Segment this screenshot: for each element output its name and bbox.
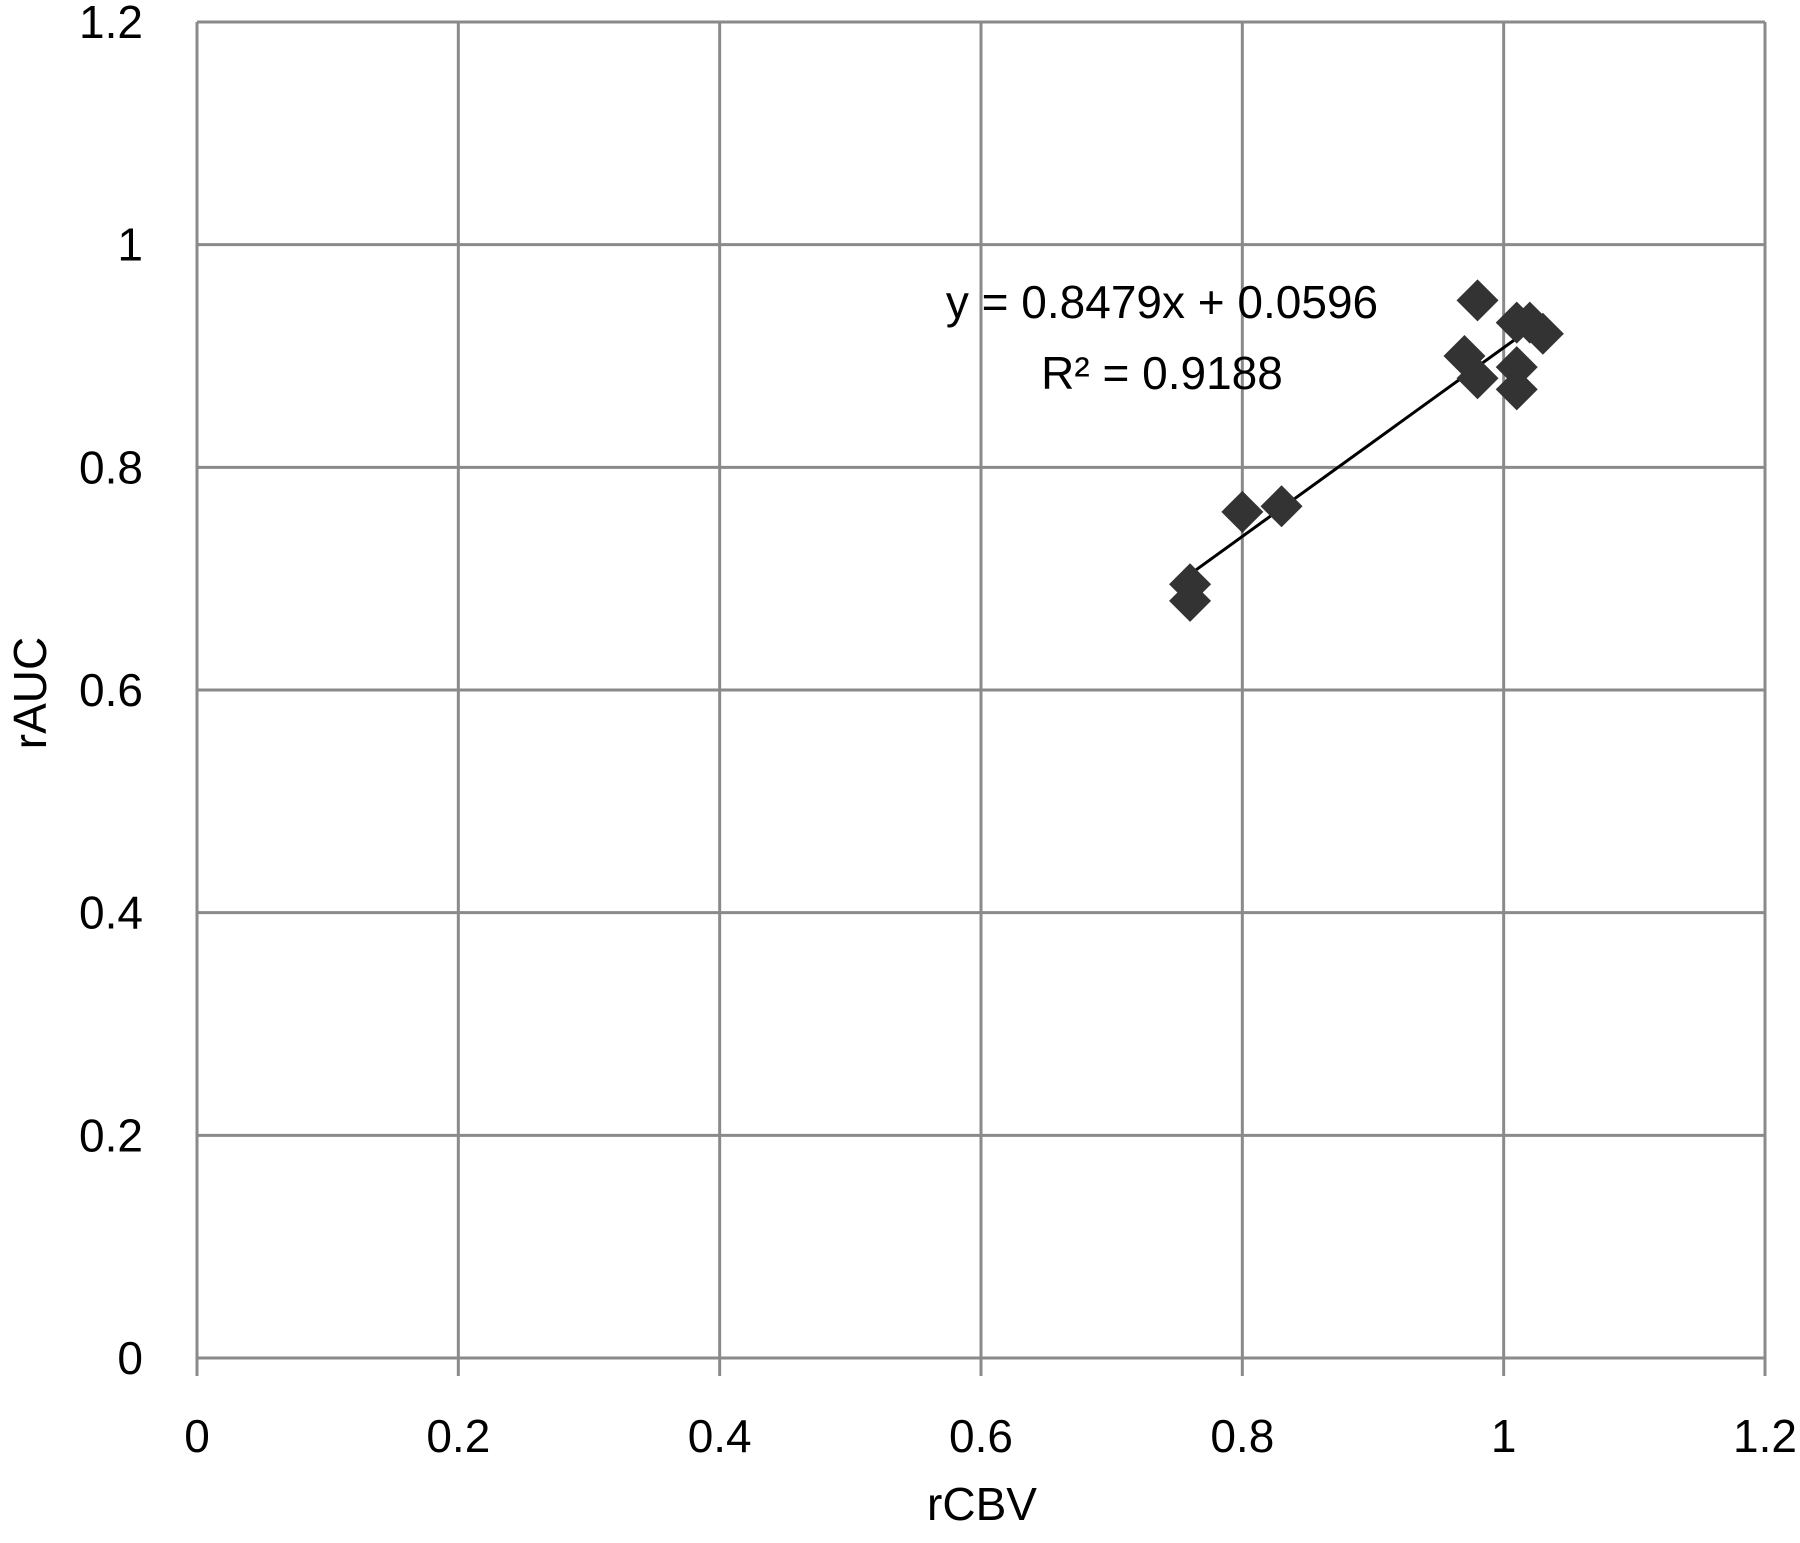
tick-labels-layer: 0 0.2 0.4 0.6 0.8 1 1.2 0 0.2 0.4 0.6 0.8 1 1.2	[79, 0, 1797, 1462]
x-tick-label: 0.6	[949, 1410, 1013, 1462]
trendline-layer	[1189, 318, 1544, 576]
grid-layer	[195, 20, 1767, 1376]
data-point-diamond	[1495, 368, 1538, 411]
y-tick-label: 0.6	[79, 664, 143, 716]
data-point-diamond	[1169, 579, 1212, 622]
y-tick-label: 0.2	[79, 1109, 143, 1161]
trendline	[1189, 318, 1544, 576]
data-point-diamond	[1495, 346, 1538, 389]
x-tick-label: 0	[184, 1410, 210, 1462]
y-axis-title: rAUC	[4, 637, 56, 749]
data-point-diamond	[1456, 279, 1499, 322]
y-tick-label: 0.8	[79, 441, 143, 493]
data-point-diamond	[1456, 357, 1499, 400]
x-tick-label: 1	[1491, 1410, 1517, 1462]
x-tick-label: 0.8	[1210, 1410, 1274, 1462]
y-tick-label: 0	[117, 1332, 143, 1384]
x-tick-label: 0.4	[688, 1410, 752, 1462]
data-point-diamond	[1521, 312, 1564, 355]
x-tick-label: 1.2	[1733, 1410, 1797, 1462]
trendline-equation: y = 0.8479x + 0.0596	[946, 276, 1378, 328]
x-axis-title: rCBV	[927, 1478, 1037, 1530]
r-squared-label: R² = 0.9188	[1041, 347, 1283, 399]
y-tick-label: 0.4	[79, 887, 143, 939]
points-layer	[1169, 279, 1564, 622]
y-tick-label: 1.2	[79, 0, 143, 48]
y-tick-label: 1	[117, 219, 143, 271]
data-point-diamond	[1221, 490, 1264, 533]
data-point-diamond	[1260, 485, 1303, 528]
x-tick-label: 0.2	[426, 1410, 490, 1462]
